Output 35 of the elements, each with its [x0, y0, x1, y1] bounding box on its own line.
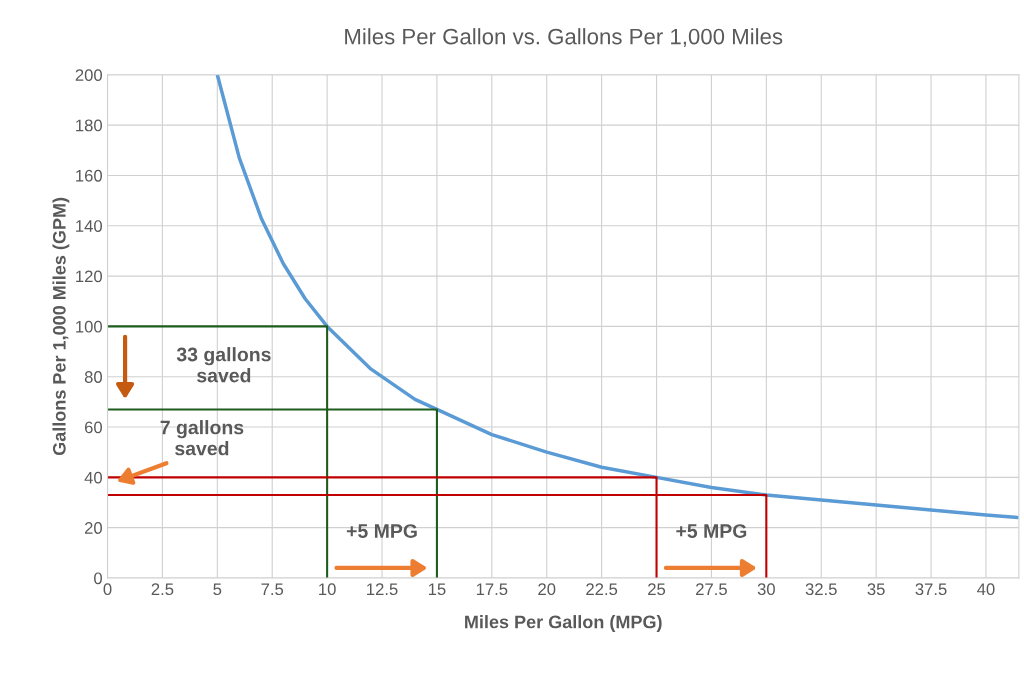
chart-title: Miles Per Gallon vs. Gallons Per 1,000 Miles — [345, 28, 783, 48]
y-tick-label: 100 — [76, 320, 103, 333]
y-tick-label: 80 — [84, 371, 103, 383]
y-tick-label: 200 — [75, 69, 103, 81]
y-tick-label: 160 — [76, 169, 103, 182]
x-tick-label: 15 — [428, 583, 446, 596]
annotation: +5 MPG — [346, 524, 417, 538]
x-tick-label: 7.5 — [261, 583, 284, 596]
x-tick-label: 27.5 — [696, 583, 727, 596]
x-tick-label: 32.5 — [805, 583, 837, 596]
y-axis-title: Gallons Per 1,000 Miles (GPM) — [52, 197, 70, 456]
x-tick-label: 17.5 — [476, 583, 508, 596]
x-tick-label: 10 — [319, 583, 336, 596]
y-tick-label: 20 — [84, 522, 103, 534]
x-tick-label: 35 — [867, 583, 885, 596]
y-tick-label: 0 — [94, 572, 103, 585]
x-tick-label: 40 — [977, 583, 995, 596]
annotation: +5 MPG — [676, 524, 747, 538]
annotation: 33 gallons saved — [176, 347, 271, 383]
annotation: 7 gallons saved — [160, 420, 244, 456]
y-tick-label: 140 — [76, 220, 103, 232]
y-tick-label: 40 — [84, 471, 103, 484]
x-tick-label: 20 — [538, 583, 556, 596]
x-tick-label: 12.5 — [367, 583, 398, 596]
x-tick-label: 5 — [213, 583, 222, 596]
x-tick-label: 22.5 — [586, 583, 618, 596]
x-tick-label: 30 — [757, 583, 775, 596]
y-tick-label: 120 — [76, 270, 103, 283]
x-tick-label: 2.5 — [151, 583, 174, 596]
x-tick-label: 37.5 — [915, 583, 947, 596]
x-axis-title: Miles Per Gallon (MPG) — [465, 615, 662, 632]
y-tick-label: 60 — [84, 421, 103, 434]
x-tick-label: 25 — [648, 583, 666, 596]
x-tick-label: 0 — [103, 583, 112, 596]
y-tick-label: 180 — [76, 119, 103, 132]
